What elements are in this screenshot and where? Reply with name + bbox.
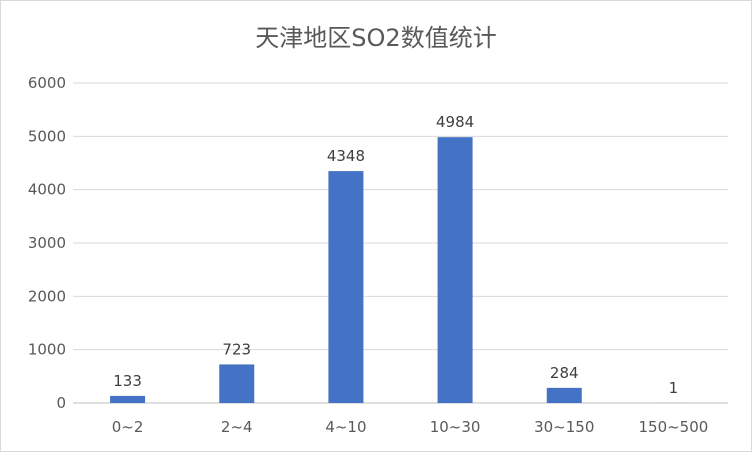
data-label: 284 xyxy=(550,364,579,382)
y-tick-label: 5000 xyxy=(28,127,66,145)
data-label: 1 xyxy=(669,379,679,397)
data-label: 4348 xyxy=(327,147,365,165)
y-tick-label: 4000 xyxy=(28,181,66,199)
x-tick-label: 10~30 xyxy=(430,418,481,436)
x-tick-label: 2~4 xyxy=(221,418,253,436)
x-tick-label: 4~10 xyxy=(325,418,366,436)
chart-title: 天津地区SO2数值统计 xyxy=(255,24,497,52)
data-label: 4984 xyxy=(436,113,474,131)
bar xyxy=(328,171,364,403)
y-tick-label: 3000 xyxy=(28,234,66,252)
bar xyxy=(546,387,582,403)
bar xyxy=(110,395,146,403)
y-tick-label: 0 xyxy=(56,394,66,412)
x-tick-label: 0~2 xyxy=(112,418,144,436)
y-tick-label: 2000 xyxy=(28,287,66,305)
data-label: 723 xyxy=(222,340,251,358)
y-tick-label: 6000 xyxy=(28,74,66,92)
data-label: 133 xyxy=(113,372,142,390)
y-tick-label: 1000 xyxy=(28,341,66,359)
x-tick-label: 150~500 xyxy=(638,418,708,436)
bar xyxy=(437,137,473,404)
bar xyxy=(219,364,255,403)
x-tick-label: 30~150 xyxy=(534,418,594,436)
